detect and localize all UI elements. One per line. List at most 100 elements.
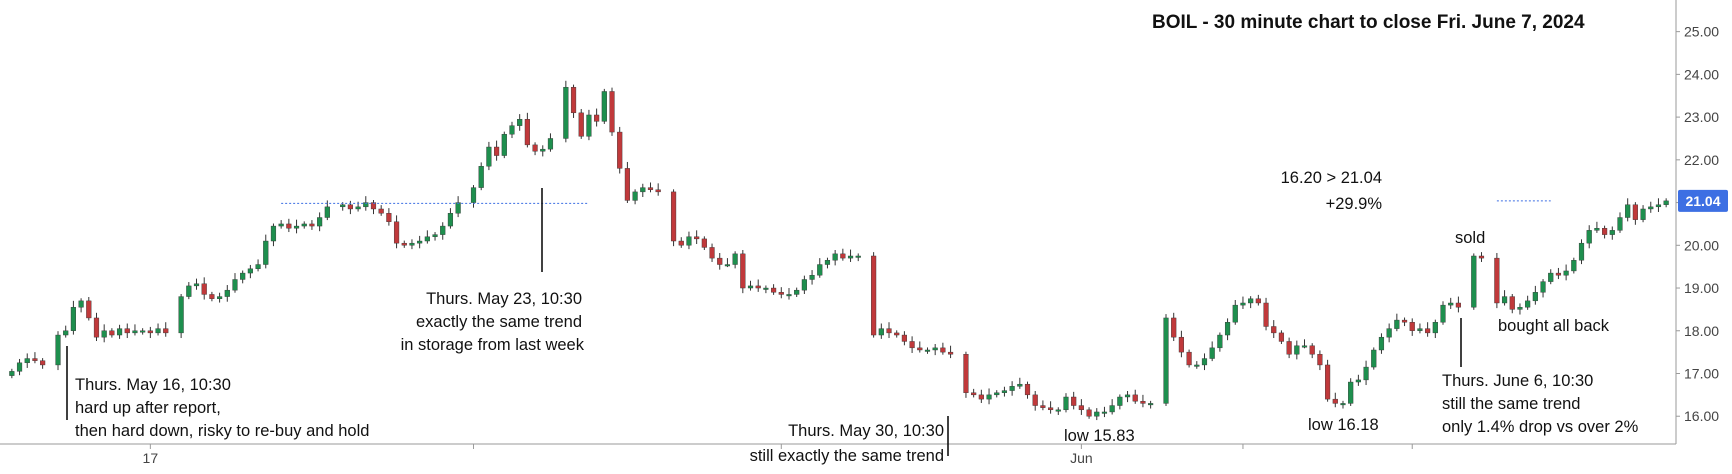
candle xyxy=(478,162,484,191)
candle-body-down xyxy=(963,354,969,393)
candle xyxy=(794,287,800,298)
annotation-may23-line1: Thurs. May 23, 10:30 xyxy=(426,290,582,308)
candle-body-down xyxy=(1309,345,1315,355)
candle-body-down xyxy=(1178,336,1184,353)
candle-body-up xyxy=(1017,383,1023,387)
candle-body-up xyxy=(1609,230,1615,235)
candle xyxy=(909,336,915,353)
candle xyxy=(1355,374,1361,386)
candle-body-up xyxy=(16,362,23,372)
candle xyxy=(1248,296,1254,309)
annotation-may30: Thurs. May 30, 10:30 still exactly the s… xyxy=(750,416,949,465)
candle xyxy=(163,322,169,337)
candle xyxy=(1471,253,1477,310)
candle xyxy=(1301,339,1308,349)
candle xyxy=(155,323,161,336)
candle xyxy=(978,389,984,403)
candle-body-up xyxy=(424,236,430,242)
candle-body-down xyxy=(309,223,315,227)
candle xyxy=(1578,239,1585,265)
candle xyxy=(1063,393,1069,413)
candle xyxy=(1132,389,1138,404)
candle-body-down xyxy=(1024,383,1031,396)
candle-body-up xyxy=(1532,292,1538,302)
candle-body-up xyxy=(563,86,569,139)
candle xyxy=(470,185,477,208)
annotation-may16-line1: Thurs. May 16, 10:30 xyxy=(75,376,231,394)
candle-body-up xyxy=(517,119,523,126)
candle-body-down xyxy=(1317,354,1323,366)
candle-body-down xyxy=(594,114,600,122)
candle-body-down xyxy=(894,332,900,336)
candle xyxy=(1163,314,1169,406)
candle xyxy=(1217,332,1223,352)
candle-body-down xyxy=(347,204,353,210)
candle-body-up xyxy=(217,296,223,299)
candle-body-down xyxy=(624,168,630,201)
candle-body-up xyxy=(855,255,861,258)
candle xyxy=(186,282,192,300)
candle xyxy=(40,358,46,369)
annotation-bought: bought all back xyxy=(1498,317,1610,335)
candle xyxy=(994,390,1000,398)
candle xyxy=(1548,269,1554,285)
candle-body-up xyxy=(70,307,76,331)
y-tick-label: 19.00 xyxy=(1684,280,1719,296)
candle xyxy=(901,331,907,346)
candle xyxy=(886,322,892,339)
candle xyxy=(101,324,107,343)
candle-body-down xyxy=(578,112,584,137)
candle xyxy=(86,297,92,321)
candle xyxy=(940,342,946,355)
candle xyxy=(1009,381,1015,396)
candle-body-up xyxy=(1232,304,1238,323)
candle xyxy=(1317,350,1323,371)
candle-body-down xyxy=(755,285,761,289)
candle-body-up xyxy=(786,294,792,297)
candle xyxy=(301,221,307,229)
candle-body-up xyxy=(116,328,123,336)
candle-body-up xyxy=(486,146,492,167)
candle xyxy=(801,275,807,295)
candle-body-up xyxy=(1617,217,1623,231)
candle xyxy=(624,161,630,203)
candle xyxy=(1378,333,1385,354)
candle-body-up xyxy=(232,279,238,291)
candle xyxy=(732,251,738,269)
candle xyxy=(1586,225,1592,249)
candle xyxy=(724,258,731,268)
candle xyxy=(193,278,200,290)
candle xyxy=(1263,297,1269,331)
candle-body-up xyxy=(193,283,200,287)
candle-body-up xyxy=(1663,200,1669,205)
candle xyxy=(640,183,646,198)
candle xyxy=(1109,399,1115,415)
candle xyxy=(747,280,754,291)
candle-body-up xyxy=(1586,230,1592,244)
y-tick-label: 20.00 xyxy=(1684,237,1719,253)
candle-body-up xyxy=(470,187,477,203)
candle-body-up xyxy=(1201,358,1208,366)
candle-body-up xyxy=(317,217,323,227)
candle-body-down xyxy=(1171,317,1177,338)
candle-body-up xyxy=(24,358,30,364)
candle-body-up xyxy=(1194,364,1200,367)
candle xyxy=(1617,212,1623,233)
candle xyxy=(1625,198,1631,222)
candle xyxy=(1309,343,1315,359)
candle-body-up xyxy=(1124,394,1131,398)
y-tick-label: 17.00 xyxy=(1684,365,1719,381)
annotation-gain-line2: +29.9% xyxy=(1326,195,1383,213)
y-tick-label: 24.00 xyxy=(1684,66,1719,82)
y-tick-label: 18.00 xyxy=(1684,323,1719,339)
candle-body-up xyxy=(1063,396,1069,411)
candle-body-down xyxy=(1494,257,1500,304)
y-tick-label: 25.00 xyxy=(1684,24,1719,40)
candle xyxy=(1017,377,1023,389)
candle xyxy=(1124,391,1131,403)
y-tick-label: 22.00 xyxy=(1684,152,1719,168)
candle-body-down xyxy=(393,221,400,244)
candle xyxy=(501,131,507,159)
candle-body-down xyxy=(1086,409,1092,417)
candle-body-down xyxy=(678,240,684,246)
